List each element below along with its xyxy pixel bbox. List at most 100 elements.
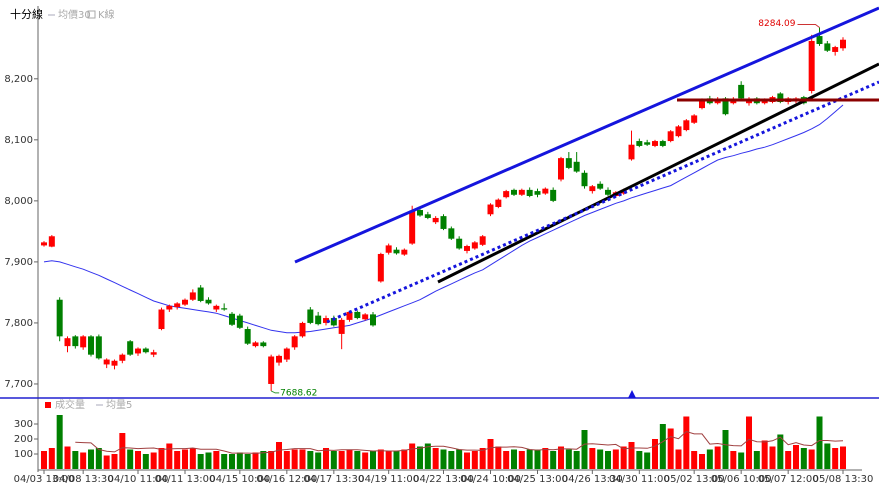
volume-bar (683, 416, 690, 469)
volume-bar (338, 451, 345, 469)
volume-bar (503, 451, 510, 469)
volume-bar (260, 451, 267, 469)
x-tick-label: 04/08 13:30 (53, 474, 114, 485)
candle-body (323, 318, 329, 323)
candle-body (691, 115, 698, 123)
legend-label: K線 (98, 8, 115, 21)
legend-swatch (45, 402, 51, 408)
candle-body (464, 246, 470, 251)
volume-bar (315, 452, 322, 469)
volume-bar (142, 454, 149, 469)
volume-bar (659, 424, 666, 469)
candle-body (448, 228, 455, 239)
candle-body (824, 43, 831, 51)
candle-body (111, 360, 118, 366)
candle-body (142, 348, 149, 353)
candle-body (127, 341, 134, 355)
candle-body (276, 355, 282, 363)
volume-bar (119, 433, 126, 469)
volume-bar (612, 449, 619, 469)
candle-body (244, 329, 251, 344)
volume-bar (229, 454, 235, 469)
candle-body (808, 40, 815, 92)
candle-body (550, 189, 557, 201)
low-label: 7688.62 (280, 388, 317, 398)
marker (628, 390, 636, 398)
x-tick-label: 05/08 13:30 (813, 474, 874, 485)
volume-bar (753, 451, 760, 469)
candle-body (95, 336, 102, 359)
candle-body (840, 39, 846, 49)
candle-body (440, 216, 447, 229)
candle-body (432, 217, 439, 223)
x-tick-label: 04/26 13:30 (562, 474, 623, 485)
volume-bar (448, 451, 455, 469)
candle-body (401, 249, 408, 255)
volume-bar (72, 451, 79, 469)
volume-bar (542, 448, 549, 469)
candle-body (581, 172, 588, 187)
y-tick-label: 8,200 (4, 74, 33, 85)
candle-body (64, 338, 71, 347)
volume-bar (816, 416, 823, 469)
candle-body (56, 299, 63, 337)
volume-bar (832, 448, 839, 469)
candle-body (542, 188, 549, 194)
x-tick-label: 05/06 10:00 (711, 474, 772, 485)
volume-bar (487, 439, 494, 469)
volume-bar (636, 451, 643, 469)
candle-body (221, 308, 228, 310)
annotation-leader (797, 23, 820, 28)
candle-body (597, 183, 604, 189)
volume-bar (189, 448, 196, 469)
volume-bar (573, 451, 580, 469)
trend-line (294, 6, 879, 264)
volume-bar (691, 451, 698, 469)
volume-bar (346, 449, 353, 469)
high-label: 8284.09 (758, 19, 795, 29)
volume-bar (244, 454, 251, 469)
candle-body (283, 348, 290, 360)
volume-bar (268, 451, 275, 469)
volume-bar (127, 449, 134, 469)
volume-bar (307, 451, 314, 469)
candle-body (197, 287, 204, 301)
annotation-leader (270, 390, 280, 394)
volume-bar (479, 448, 486, 469)
candle-body (182, 299, 188, 305)
volume-bar (291, 449, 298, 469)
candle-body (526, 189, 533, 196)
volume-bar (48, 448, 55, 469)
volume-bar (714, 446, 721, 469)
candle-body (652, 141, 658, 146)
candle-body (589, 186, 596, 192)
volume-bar (424, 443, 431, 469)
volume-bar (526, 449, 533, 469)
candle-body (80, 336, 87, 348)
x-tick-label: 05/02 13:00 (664, 474, 725, 485)
candle-body (683, 120, 690, 131)
volume-bar (644, 452, 651, 469)
volume-bar (730, 451, 737, 469)
candle-body (722, 98, 729, 115)
volume-bar (471, 451, 478, 469)
x-tick-label: 04/22 13:00 (413, 474, 474, 485)
candle-body (377, 253, 384, 282)
volume-bar (385, 451, 392, 469)
volume-bar (323, 448, 329, 469)
candle-body (409, 210, 416, 244)
candle-body (307, 309, 314, 323)
volume-bar (409, 443, 416, 469)
candle-body (236, 315, 243, 328)
legend-swatch (87, 10, 96, 19)
volume-bar (432, 448, 439, 469)
volume-bar (103, 455, 110, 469)
candle-body (417, 210, 423, 216)
candle-body (174, 303, 181, 308)
volume-bar (236, 452, 243, 469)
candle-body (699, 100, 705, 109)
candle-body (628, 144, 635, 160)
y-tick-label: 7,900 (4, 257, 33, 268)
volume-bar (456, 449, 463, 469)
candle-body (338, 319, 345, 334)
